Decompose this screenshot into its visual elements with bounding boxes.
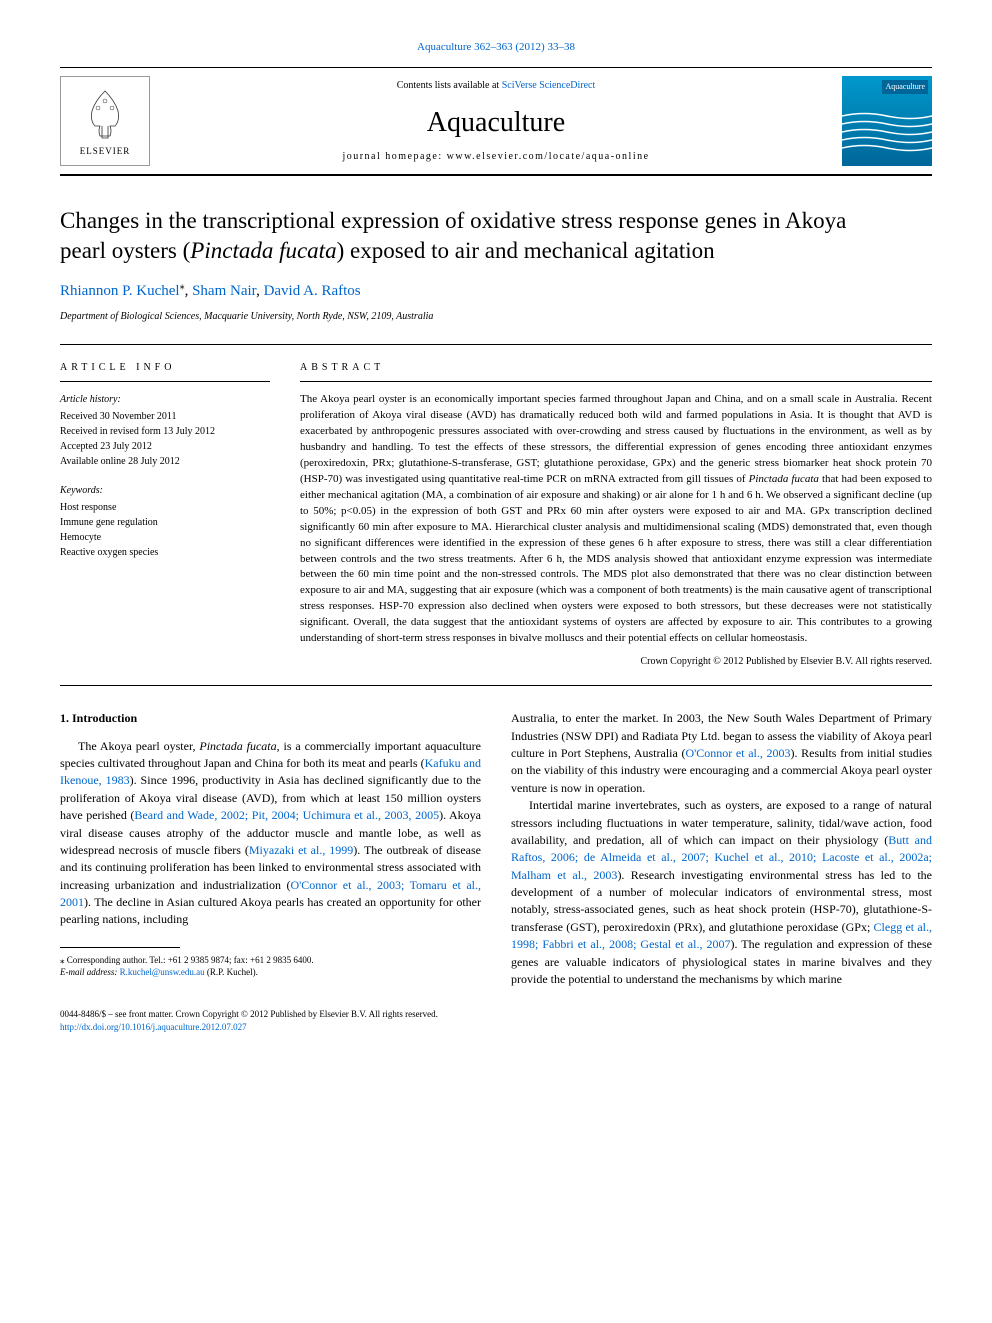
citation-header: Aquaculture 362–363 (2012) 33–38	[60, 40, 932, 55]
keyword-3: Hemocyte	[60, 530, 270, 545]
citation-link[interactable]: Aquaculture 362–363 (2012) 33–38	[417, 41, 575, 53]
abstract-column: ABSTRACT The Akoya pearl oyster is an ec…	[300, 361, 932, 669]
article-info-heading: ARTICLE INFO	[60, 361, 270, 382]
email-post: (R.P. Kuchel).	[205, 967, 258, 977]
publisher-name: ELSEVIER	[80, 145, 131, 158]
p1-pre: The Akoya pearl oyster,	[78, 739, 199, 753]
journal-homepage: journal homepage: www.elsevier.com/locat…	[150, 150, 842, 164]
abstract-p2: that had been exposed to either mechanic…	[300, 473, 932, 644]
body-col-right: Australia, to enter the market. In 2003,…	[511, 710, 932, 988]
title-line2-pre: pearl oysters (	[60, 238, 190, 263]
p1-post: ). The decline in Asian cultured Akoya p…	[60, 895, 481, 926]
cover-thumbnail: Aquaculture	[842, 76, 932, 166]
intro-heading: 1. Introduction	[60, 710, 481, 727]
ref-beard[interactable]: Beard and Wade, 2002; Pit, 2004; Uchimur…	[134, 808, 439, 822]
cover-wave-icon	[842, 106, 932, 156]
ref-miyazaki[interactable]: Miyazaki et al., 1999	[249, 843, 353, 857]
journal-title: Aquaculture	[150, 103, 842, 142]
col2-p2: Intertidal marine invertebrates, such as…	[511, 797, 932, 988]
email-line: E-mail address: R.kuchel@unsw.edu.au (R.…	[60, 966, 481, 979]
online-date: Available online 28 July 2012	[60, 454, 270, 469]
author-1[interactable]: Rhiannon P. Kuchel	[60, 283, 180, 299]
masthead-center: Contents lists available at SciVerse Sci…	[150, 79, 842, 164]
col2-p1: Australia, to enter the market. In 2003,…	[511, 710, 932, 797]
title-line2-post: ) exposed to air and mechanical agitatio…	[337, 238, 715, 263]
keyword-1: Host response	[60, 500, 270, 515]
email-label: E-mail address:	[60, 967, 120, 977]
page-footer: 0044-8486/$ – see front matter. Crown Co…	[60, 1008, 932, 1033]
body-col-left: 1. Introduction The Akoya pearl oyster, …	[60, 710, 481, 988]
publisher-logo: ELSEVIER	[60, 76, 150, 166]
c2p2-pre: Intertidal marine invertebrates, such as…	[511, 798, 932, 847]
info-abstract-row: ARTICLE INFO Article history: Received 3…	[60, 344, 932, 686]
footnote: ⁎ Corresponding author. Tel.: +61 2 9385…	[60, 954, 481, 979]
abstract-heading: ABSTRACT	[300, 361, 932, 382]
history-label: Article history:	[60, 392, 270, 407]
contents-prefix: Contents lists available at	[397, 80, 502, 91]
keywords-label: Keywords:	[60, 483, 270, 498]
title-species: Pinctada fucata	[190, 238, 336, 263]
abstract-text: The Akoya pearl oyster is an economicall…	[300, 392, 932, 647]
affiliation: Department of Biological Sciences, Macqu…	[60, 310, 932, 324]
masthead: ELSEVIER Contents lists available at Sci…	[60, 67, 932, 176]
doi-link[interactable]: http://dx.doi.org/10.1016/j.aquaculture.…	[60, 1022, 247, 1032]
author-2[interactable]: Sham Nair	[192, 283, 256, 299]
abstract-species: Pinctada fucata	[749, 473, 819, 485]
article-info: ARTICLE INFO Article history: Received 3…	[60, 361, 270, 669]
intro-p1: The Akoya pearl oyster, Pinctada fucata,…	[60, 738, 481, 929]
author-3[interactable]: David A. Raftos	[264, 283, 361, 299]
keywords-block: Keywords: Host response Immune gene regu…	[60, 483, 270, 560]
sciencedirect-link[interactable]: SciVerse ScienceDirect	[502, 80, 596, 91]
revised-date: Received in revised form 13 July 2012	[60, 424, 270, 439]
cover-label: Aquaculture	[882, 80, 928, 93]
title-line1: Changes in the transcriptional expressio…	[60, 208, 846, 233]
keyword-2: Immune gene regulation	[60, 515, 270, 530]
contents-line: Contents lists available at SciVerse Sci…	[150, 79, 842, 93]
footnote-separator	[60, 947, 180, 948]
keyword-4: Reactive oxygen species	[60, 545, 270, 560]
abstract-copyright: Crown Copyright © 2012 Published by Else…	[300, 655, 932, 669]
email-link[interactable]: R.kuchel@unsw.edu.au	[120, 967, 205, 977]
p1-species: Pinctada fucata	[199, 739, 276, 753]
body-columns: 1. Introduction The Akoya pearl oyster, …	[60, 710, 932, 988]
received-date: Received 30 November 2011	[60, 409, 270, 424]
article-title: Changes in the transcriptional expressio…	[60, 206, 932, 266]
authors: Rhiannon P. Kuchel⁎, Sham Nair, David A.…	[60, 280, 932, 302]
corr-author-note: ⁎ Corresponding author. Tel.: +61 2 9385…	[60, 954, 481, 967]
elsevier-tree-icon	[80, 86, 130, 141]
footer-copyright: 0044-8486/$ – see front matter. Crown Co…	[60, 1008, 932, 1021]
abstract-p1: The Akoya pearl oyster is an economicall…	[300, 393, 932, 485]
accepted-date: Accepted 23 July 2012	[60, 439, 270, 454]
history-block: Article history: Received 30 November 20…	[60, 392, 270, 469]
ref-oconnor2[interactable]: O'Connor et al., 2003	[685, 746, 790, 760]
corr-mark: ⁎	[180, 281, 185, 292]
